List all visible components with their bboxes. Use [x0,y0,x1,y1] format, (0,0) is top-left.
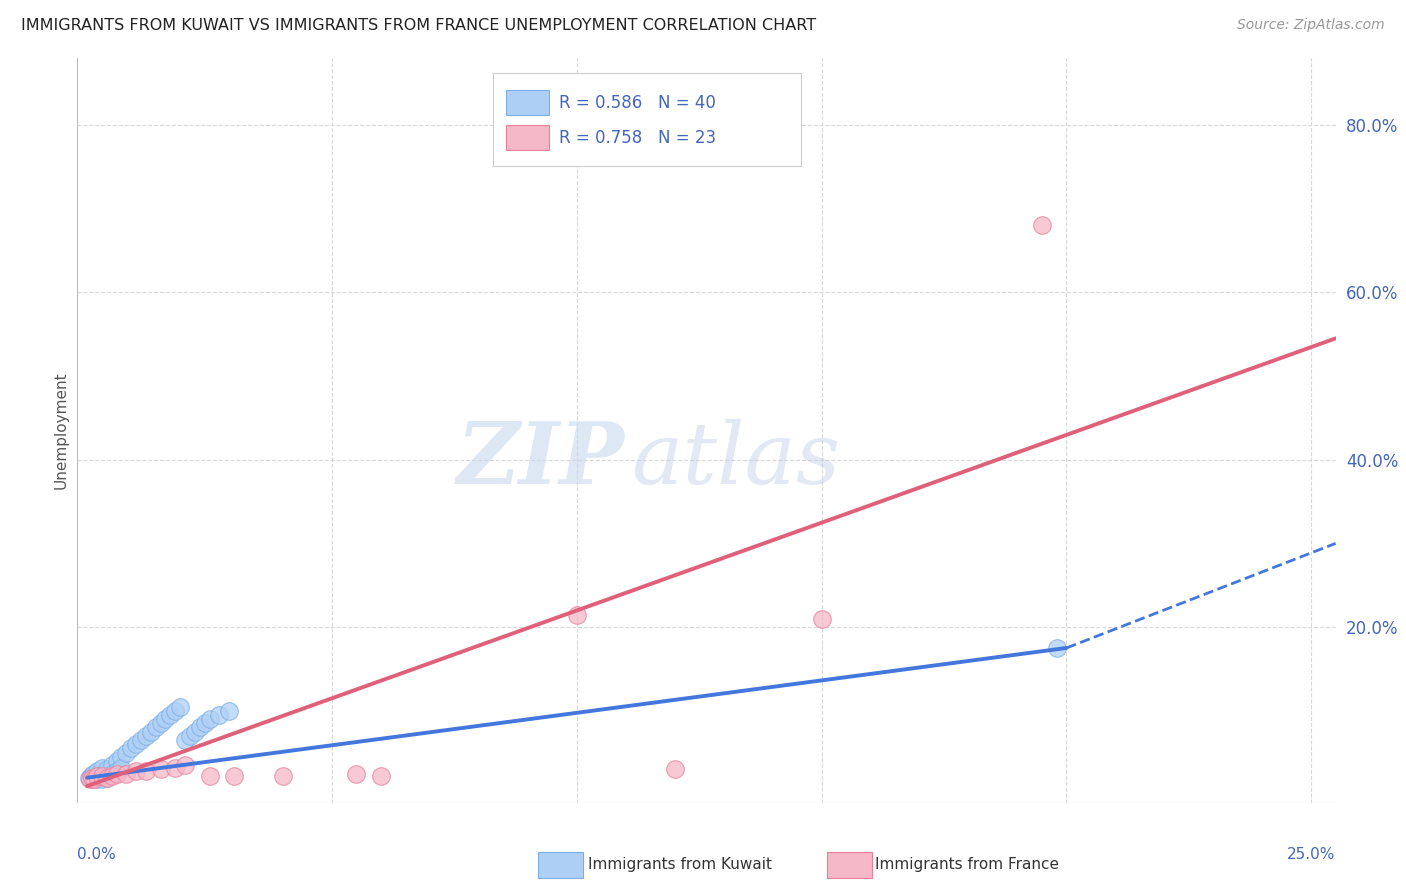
Point [370,769,392,783]
Text: atlas: atlas [631,419,841,501]
Y-axis label: Unemployment: Unemployment [53,372,69,489]
Point [188,721,211,735]
Point [77,771,100,785]
Point [86,764,108,778]
Point [222,769,245,783]
Point [82,766,104,780]
Point [155,712,177,726]
Point [145,721,167,735]
Point [105,766,128,780]
Point [80,771,103,785]
Text: Source: ZipAtlas.com: Source: ZipAtlas.com [1237,18,1385,32]
Point [80,769,103,783]
Text: R = 0.758   N = 23: R = 0.758 N = 23 [560,128,717,146]
Point [80,772,103,787]
Point [174,758,197,772]
Point [271,769,294,783]
Point [90,772,112,787]
Point [129,733,152,747]
Point [90,769,112,783]
Point [1031,219,1053,233]
Text: Immigrants from Kuwait: Immigrants from Kuwait [588,857,772,871]
Text: 0.0%: 0.0% [77,847,117,863]
Point [165,761,187,775]
Point [100,758,122,772]
Point [125,737,148,751]
Point [83,771,105,785]
Text: IMMIGRANTS FROM KUWAIT VS IMMIGRANTS FROM FRANCE UNEMPLOYMENT CORRELATION CHART: IMMIGRANTS FROM KUWAIT VS IMMIGRANTS FRO… [21,18,817,33]
Text: ZIP: ZIP [457,418,624,502]
Point [120,741,142,756]
Point [169,699,191,714]
Point [165,704,187,718]
Point [139,724,162,739]
Point [89,769,111,783]
Point [83,772,105,787]
Point [90,766,112,780]
Point [110,749,132,764]
Point [79,772,101,787]
Point [149,716,172,731]
Point [115,746,138,760]
FancyBboxPatch shape [492,73,801,166]
Point [218,704,240,718]
Text: R = 0.586   N = 40: R = 0.586 N = 40 [560,94,716,112]
Point [565,607,588,622]
Point [1045,640,1067,655]
Point [105,764,128,778]
FancyBboxPatch shape [506,90,550,115]
FancyBboxPatch shape [506,125,550,151]
Point [115,766,138,780]
Point [135,764,157,778]
Point [174,733,197,747]
Point [86,769,108,783]
Point [159,707,181,722]
Point [86,772,108,787]
Point [194,716,217,731]
Point [135,729,157,743]
Text: Immigrants from France: Immigrants from France [875,857,1059,871]
Point [125,764,148,778]
Point [184,724,207,739]
Point [90,761,112,775]
Text: 25.0%: 25.0% [1288,847,1336,863]
Point [96,762,118,776]
Point [198,712,221,726]
Point [810,612,832,626]
Point [105,754,128,768]
Point [179,729,201,743]
Point [110,761,132,775]
Point [96,771,118,785]
Point [664,762,686,776]
Point [208,707,231,722]
Point [149,762,172,776]
Point [198,769,221,783]
Point [96,771,118,785]
Point [100,766,122,780]
Point [346,766,368,780]
Point [100,769,122,783]
